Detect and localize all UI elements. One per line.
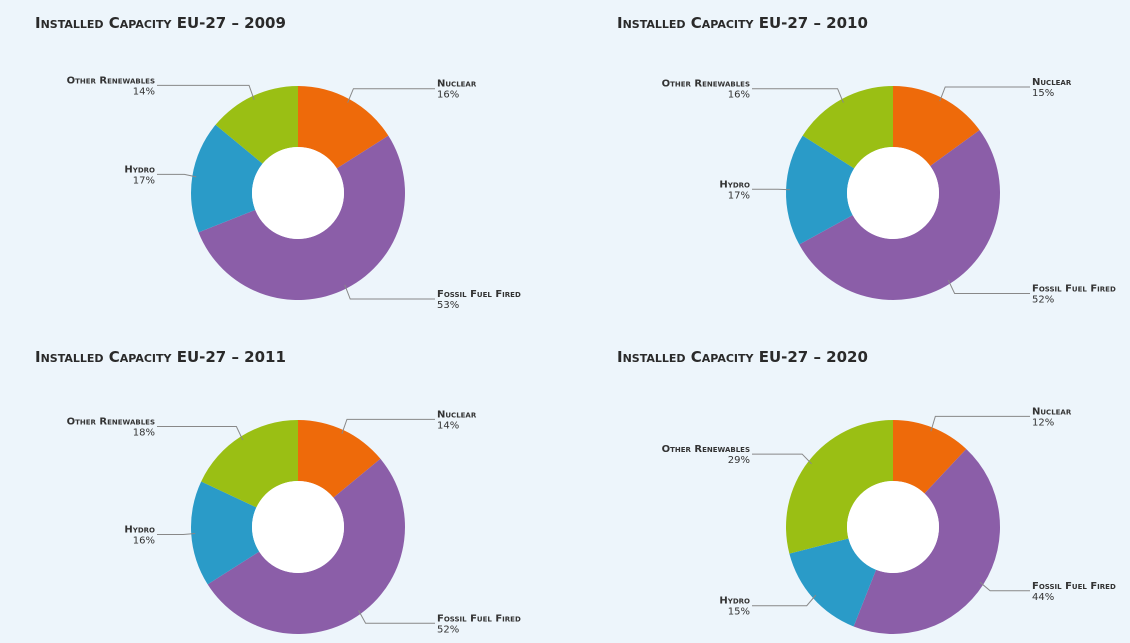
slice-label: Hydro (719, 596, 750, 607)
leader-line (157, 426, 244, 441)
donut-slice (785, 420, 893, 554)
leader-line (979, 581, 1030, 592)
donut-slice (298, 86, 389, 169)
slice-label: Nuclear (1032, 77, 1072, 88)
slice-value: 53% (437, 300, 459, 311)
slice-label: Fossil Fuel Fired (1032, 581, 1116, 592)
donut-slice (298, 420, 381, 498)
leader-line (157, 84, 255, 100)
donut-chart: Installed Capacity EU-27 – 2010 Nuclear15… (617, 14, 1116, 305)
slice-value: 18% (133, 428, 155, 439)
slice-label: Hydro (719, 179, 750, 190)
chart-title: Installed Capacity EU-27 – 2010 (617, 14, 868, 32)
slice-label: Hydro (124, 524, 155, 535)
slice-value: 12% (1032, 417, 1054, 428)
slice-label: Other Renewables (662, 79, 750, 90)
donut-slice (799, 130, 1000, 300)
slice-value: 16% (133, 535, 155, 546)
slice-value: 16% (728, 90, 750, 101)
leader-line (157, 173, 197, 178)
chart-title: Installed Capacity EU-27 – 2020 (617, 348, 868, 366)
leader-line (358, 610, 435, 624)
donut-hole (847, 147, 939, 239)
donut-slice (190, 481, 260, 585)
slice-label: Fossil Fuel Fired (1032, 283, 1116, 294)
leader-line (752, 88, 844, 103)
leader-line (157, 532, 196, 535)
slice-value: 14% (133, 86, 155, 97)
donut-slice (215, 86, 298, 164)
leader-line (752, 453, 812, 465)
slice-value: 52% (1032, 294, 1054, 305)
leader-line (752, 594, 817, 607)
chart-title: Installed Capacity EU-27 – 2009 (35, 14, 286, 32)
leader-line (752, 188, 791, 191)
slice-label: Fossil Fuel Fired (437, 289, 521, 300)
donut-slice (789, 538, 877, 627)
donut-slice (201, 420, 298, 508)
leader-line (344, 284, 435, 300)
donut-chart: Installed Capacity EU-27 – 2020 Nuclear12… (617, 348, 1116, 635)
leader-line (341, 418, 435, 434)
chart-title: Installed Capacity EU-27 – 2011 (35, 348, 286, 366)
slice-label: Fossil Fuel Fired (437, 613, 521, 624)
slice-value: 29% (728, 455, 750, 466)
slice-value: 17% (728, 190, 750, 201)
donut-slice (893, 86, 980, 166)
slice-value: 17% (133, 175, 155, 186)
slice-label: Other Renewables (662, 444, 750, 455)
donut-chart: Installed Capacity EU-27 – 2011 Nuclear14… (35, 348, 521, 635)
donut-hole (252, 147, 344, 239)
donut-slice (786, 135, 855, 245)
leader-line (947, 279, 1030, 294)
slice-label: Nuclear (437, 79, 477, 90)
donut-slice (207, 458, 405, 634)
slice-value: 15% (1032, 88, 1054, 99)
slice-value: 44% (1032, 592, 1054, 603)
donut-chart: Installed Capacity EU-27 – 2009 Nuclear16… (35, 14, 521, 311)
donut-slice (802, 86, 893, 169)
donut-slice (853, 449, 1001, 635)
leader-line (347, 88, 435, 103)
slice-label: Nuclear (437, 409, 477, 420)
donut-hole (847, 481, 939, 573)
leader-line (939, 86, 1030, 102)
slice-label: Hydro (124, 164, 155, 175)
slice-value: 14% (437, 420, 459, 431)
donut-slice (198, 135, 406, 300)
slice-label: Nuclear (1032, 406, 1072, 417)
slice-value: 15% (728, 607, 750, 618)
slice-value: 52% (437, 624, 459, 635)
slice-label: Other Renewables (67, 75, 155, 86)
slice-label: Other Renewables (67, 417, 155, 428)
donut-hole (252, 481, 344, 573)
donut-slice (190, 124, 263, 233)
donut-slice (893, 420, 967, 494)
leader-line (930, 415, 1030, 432)
slice-value: 16% (437, 90, 459, 101)
